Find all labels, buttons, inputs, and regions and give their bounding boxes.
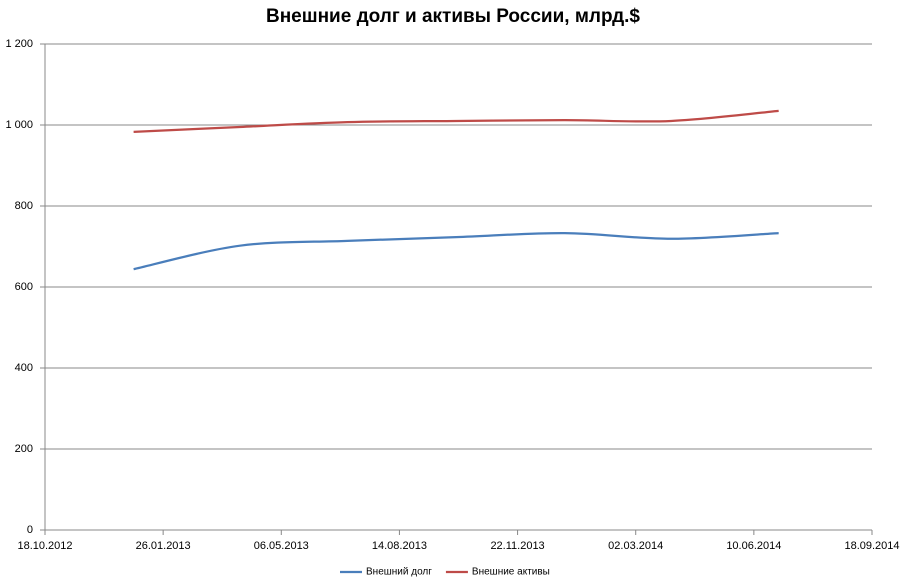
series-line [133, 232, 779, 271]
x-tick-label: 14.08.2013 [372, 540, 427, 552]
y-tick-label: 600 [15, 281, 33, 293]
x-tick-label: 10.06.2014 [726, 540, 781, 552]
y-tick-label: 1 200 [5, 38, 33, 50]
chart-title: Внешние долг и активы России, млрд.$ [266, 6, 640, 27]
y-tick-label: 1 000 [5, 119, 33, 131]
y-tick-label: 200 [15, 443, 33, 455]
series-line [133, 109, 779, 134]
x-tick-label: 26.01.2013 [136, 540, 191, 552]
y-tick-label: 400 [15, 362, 33, 374]
legend-label: Внешний долг [366, 567, 432, 578]
x-tick-label: 06.05.2013 [254, 540, 309, 552]
legend-label: Внешние активы [472, 567, 550, 578]
y-tick-label: 800 [15, 200, 33, 212]
x-tick-label: 18.10.2012 [17, 540, 72, 552]
x-tick-label: 22.11.2013 [490, 540, 544, 552]
y-tick-label: 0 [27, 524, 33, 536]
x-tick-label: 18.09.2014 [844, 540, 899, 552]
x-tick-label: 02.03.2014 [608, 540, 663, 552]
